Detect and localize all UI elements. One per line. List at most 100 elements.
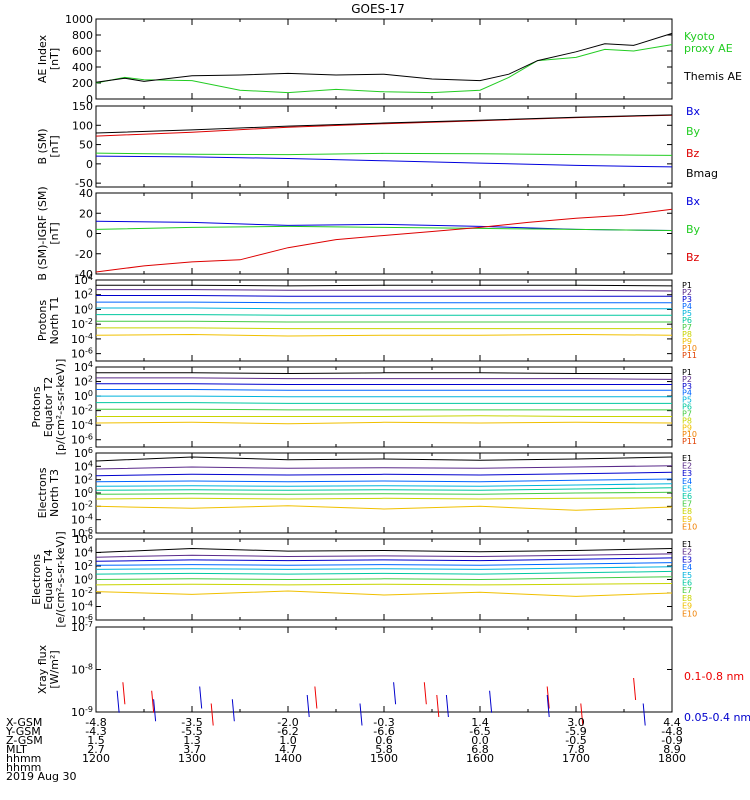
series-line-e9: [95, 590, 673, 597]
footer-row-label: MLT: [6, 743, 27, 756]
y-tick-label: 100: [74, 302, 93, 316]
y-tick-label: 10-4: [71, 418, 93, 432]
xray-spike: [314, 686, 318, 709]
footer-cell: 7.8: [567, 743, 585, 756]
y-tick-label: 50: [79, 139, 93, 152]
y-tick-label: 100: [72, 119, 93, 132]
footer-cell: -5.5: [181, 725, 202, 738]
series-line-p4: [96, 301, 672, 304]
footer-cell: -6.6: [373, 725, 394, 738]
footer-cell: 3.0: [567, 716, 585, 729]
y-tick-label: 0: [86, 93, 93, 106]
y-tick-label: 10-4: [71, 332, 93, 346]
series-line-e2: [95, 465, 673, 470]
series-line-p3: [96, 383, 672, 385]
series-line-e1: [95, 456, 673, 462]
series-line-e3: [95, 557, 673, 562]
y-axis-label: Protons: [36, 300, 49, 341]
y-tick-label: 104: [74, 459, 93, 473]
y-tick-label: 400: [72, 61, 93, 74]
xray-spike: [306, 694, 310, 718]
y-tick-label: 102: [74, 559, 93, 573]
footer-cell: -6.2: [277, 725, 298, 738]
y-axis-label: [nT]: [48, 222, 61, 244]
xray-spike: [231, 699, 235, 722]
series-line-p8: [96, 415, 672, 417]
series-line-e7: [95, 576, 673, 581]
series-line-p6: [96, 314, 672, 316]
footer-cell: -4.8: [85, 716, 106, 729]
legend-entry: E7: [682, 500, 692, 509]
legend-entry: P10: [682, 344, 697, 353]
footer-cell: 1300: [178, 752, 206, 765]
legend-entry: E2: [682, 462, 692, 471]
series-line-e7: [95, 491, 673, 495]
series-line-e9: [95, 505, 673, 511]
legend-entry: E9: [682, 602, 692, 611]
xray-spike: [116, 690, 120, 713]
legend-entry: P4: [682, 389, 692, 398]
legend-entry: P6: [682, 403, 692, 412]
panel-frame: [95, 538, 673, 621]
series-line-e6: [95, 570, 673, 575]
legend-entry: P2: [682, 288, 692, 297]
xray-spike: [393, 682, 397, 705]
y-tick-label: 10-6: [71, 433, 93, 447]
legend-entry: E2: [682, 548, 692, 557]
xray-spike: [580, 703, 584, 726]
series-line-themis-ae: [95, 32, 673, 83]
legend-entry: P5: [682, 309, 692, 318]
y-tick-label: 104: [74, 360, 93, 374]
legend-entry: E8: [682, 594, 692, 603]
legend-entry: Themis AE: [683, 70, 742, 83]
footer-cell: 1.0: [279, 734, 297, 747]
y-tick-label: 10-7: [71, 620, 93, 634]
series-line-p9: [95, 333, 673, 337]
figure-title: GOES-17: [351, 2, 405, 16]
legend-xray: 0.1-0.8 nm 0.05-0.4 nm: [684, 670, 750, 724]
footer-cell: 3.7: [183, 743, 201, 756]
xray-spike: [359, 703, 363, 726]
y-axis-label: [nT]: [48, 135, 61, 157]
legend-entry: Bz: [686, 251, 700, 264]
series-line-p7: [96, 320, 672, 323]
panel-frame: [95, 105, 673, 188]
legend-entry: E6: [682, 492, 692, 501]
legend-entry: P2: [682, 375, 692, 384]
y-tick-label: 0: [86, 158, 93, 171]
legend-entry: P6: [682, 316, 692, 325]
y-axis-label: [W/m²]: [48, 650, 61, 688]
footer-cell: -0.5: [565, 734, 586, 747]
legend-entry: E10: [682, 609, 697, 618]
legend-entry: P9: [682, 423, 692, 432]
panel-frame: [95, 626, 673, 713]
legend-entry: P1: [682, 281, 692, 290]
legend-bsm: Bx By Bz Bmag: [686, 105, 718, 180]
series-line-e3: [95, 471, 673, 477]
footer-cell: -6.5: [469, 725, 490, 738]
panel-frame: [95, 192, 673, 275]
series-line-p4: [96, 389, 672, 391]
legend-entry: P3: [682, 295, 692, 304]
series-line-p1: [96, 284, 673, 287]
legend-entry: E6: [682, 579, 692, 588]
footer-cell: 1.5: [87, 734, 105, 747]
y-tick-label: 800: [72, 29, 93, 42]
legend-entry: P7: [682, 409, 692, 418]
footer-cell: 4.7: [279, 743, 297, 756]
y-tick-label: -40: [75, 268, 93, 281]
y-tick-label: 1000: [65, 13, 93, 26]
series-line-e5: [95, 483, 673, 487]
footer-cell: 1800: [658, 752, 686, 765]
legend-entry: P11: [682, 351, 697, 360]
series-line-e6: [95, 487, 673, 491]
footer-cell: -0.3: [373, 716, 394, 729]
series-line-kyoto-proxy-ae: [95, 44, 673, 94]
legend-entry: E1: [682, 540, 692, 549]
